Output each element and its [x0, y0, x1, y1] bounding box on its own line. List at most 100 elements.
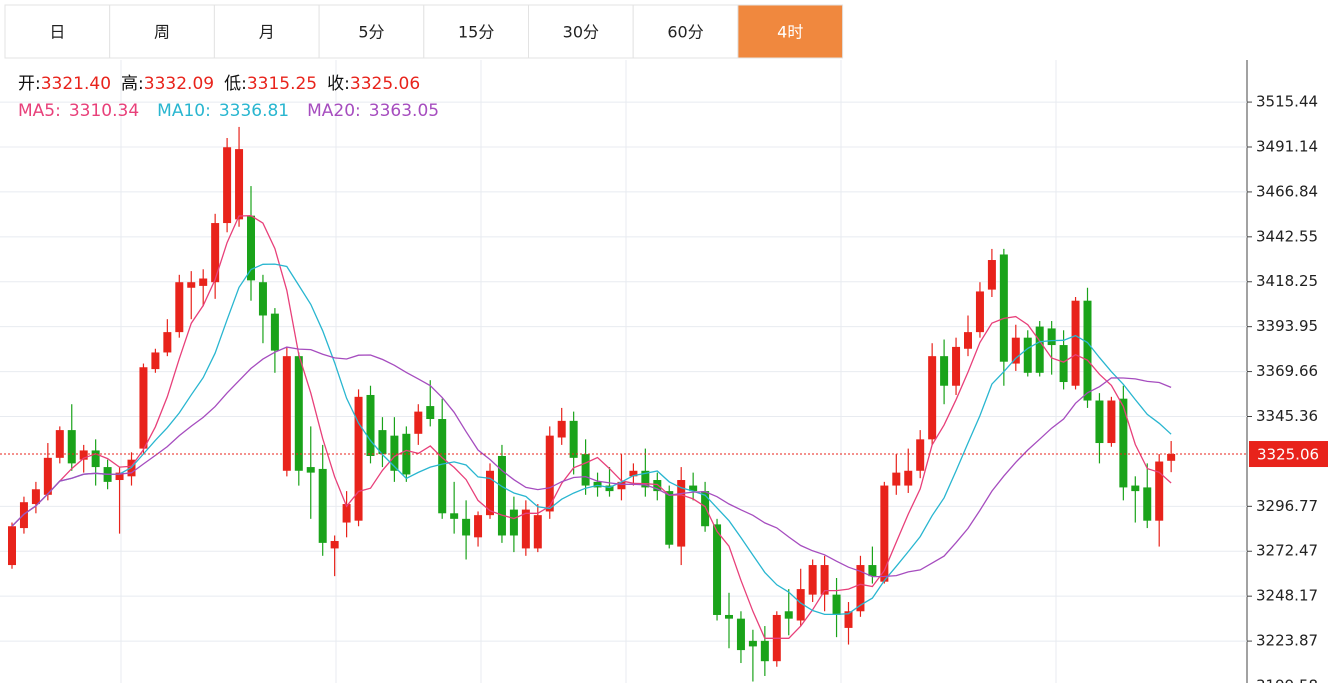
candle-body — [426, 406, 435, 420]
y-tick-label: 3515.44 — [1256, 93, 1318, 111]
ma-line — [11, 346, 1172, 578]
tab-label[interactable]: 月 — [259, 23, 275, 42]
candle-body — [999, 254, 1008, 362]
tab[interactable]: 4时 — [737, 4, 844, 59]
candle-body — [175, 282, 184, 333]
tab[interactable]: 60分 — [632, 4, 739, 59]
tab-label[interactable]: 日 — [49, 23, 65, 42]
tab[interactable]: 30分 — [528, 4, 634, 59]
tab[interactable]: 日 — [4, 4, 111, 59]
tab-label[interactable]: 4时 — [777, 23, 803, 42]
candle-body — [91, 450, 100, 468]
candle-body — [987, 260, 996, 290]
candle-body — [1035, 326, 1044, 373]
candle-body — [223, 147, 232, 224]
ma-label: MA10: — [157, 101, 211, 121]
tab-box[interactable] — [632, 4, 739, 59]
candle-body — [904, 470, 913, 486]
candle-body — [306, 467, 315, 473]
header-label: 低: — [224, 74, 247, 94]
y-tick-label: 3491.14 — [1256, 137, 1318, 155]
candle-body — [832, 594, 841, 615]
ma-value: 3336.81 — [219, 101, 289, 121]
y-tick-label: 3418.25 — [1256, 272, 1318, 290]
candle-body — [581, 454, 590, 486]
candle-body — [414, 411, 423, 434]
candle-body — [1155, 461, 1164, 521]
candle-body — [1119, 398, 1128, 488]
candle-body — [438, 419, 447, 514]
candle-body — [342, 504, 351, 523]
tab[interactable]: 5分 — [318, 4, 425, 59]
tab[interactable]: 周 — [109, 4, 215, 59]
candle-body — [1047, 328, 1056, 346]
candle-body — [545, 435, 554, 512]
y-tick-label: 3345.36 — [1256, 407, 1318, 425]
tab-box[interactable] — [318, 4, 425, 59]
y-tick-label: 3199.58 — [1256, 676, 1318, 683]
candle-body — [390, 435, 399, 471]
tab-box[interactable] — [528, 4, 634, 59]
candle-body — [617, 481, 626, 490]
candle-body — [79, 450, 88, 460]
tab-box[interactable] — [737, 4, 844, 59]
candle-body — [736, 618, 745, 651]
y-tick-label: 3223.87 — [1256, 632, 1318, 650]
candle-body — [1011, 337, 1020, 364]
candle-body — [689, 485, 698, 492]
current-price-box — [1249, 441, 1328, 468]
candle-body — [55, 430, 64, 458]
candle-body — [497, 455, 506, 536]
candle-body — [474, 515, 483, 538]
tab-label[interactable]: 60分 — [667, 23, 703, 42]
candle-body — [115, 472, 124, 481]
candle-body — [19, 502, 28, 529]
candle-body — [247, 215, 255, 281]
tab-label[interactable]: 周 — [154, 23, 170, 42]
candle-body — [462, 518, 471, 536]
candle-body — [67, 430, 76, 464]
candle-body — [677, 480, 686, 547]
y-tick-label: 3369.66 — [1256, 362, 1318, 380]
candle-body — [916, 439, 925, 471]
tab-box[interactable] — [213, 4, 320, 59]
candle-body — [1167, 454, 1176, 461]
candle-body — [8, 526, 16, 566]
ma-line — [11, 263, 1172, 616]
candle-body — [378, 430, 387, 455]
candle-body — [187, 282, 196, 288]
candle-body — [402, 433, 411, 475]
candle-body — [450, 513, 459, 519]
header-label: 开: — [18, 74, 41, 94]
candle-body — [235, 149, 244, 220]
candle-body — [282, 356, 291, 471]
tab-label[interactable]: 5分 — [358, 23, 384, 42]
candle-body — [975, 291, 984, 333]
candle-body — [1059, 345, 1068, 383]
candle-body — [294, 356, 303, 471]
candle-body — [605, 485, 614, 492]
tab[interactable]: 月 — [213, 4, 320, 59]
candle-body — [1131, 485, 1140, 492]
candle-body — [952, 346, 961, 386]
candle-body — [258, 282, 267, 316]
tab-label[interactable]: 30分 — [563, 23, 599, 42]
tab-box[interactable] — [4, 4, 111, 59]
tab-label[interactable]: 15分 — [458, 23, 494, 42]
candle-body — [139, 367, 148, 449]
candle-body — [557, 420, 566, 438]
ma-line — [11, 215, 1172, 639]
candle-body — [964, 332, 972, 349]
candle-body — [521, 509, 530, 549]
candle-body — [940, 356, 949, 386]
header-value: 3325.06 — [350, 74, 420, 94]
candle-body — [844, 611, 853, 628]
candle-body — [486, 470, 494, 516]
candle-body — [760, 640, 769, 662]
candle-body — [629, 470, 638, 477]
candle-body — [211, 223, 220, 283]
candle-body — [928, 356, 937, 440]
header-value: 3321.40 — [41, 74, 111, 94]
tab[interactable]: 15分 — [423, 4, 529, 59]
